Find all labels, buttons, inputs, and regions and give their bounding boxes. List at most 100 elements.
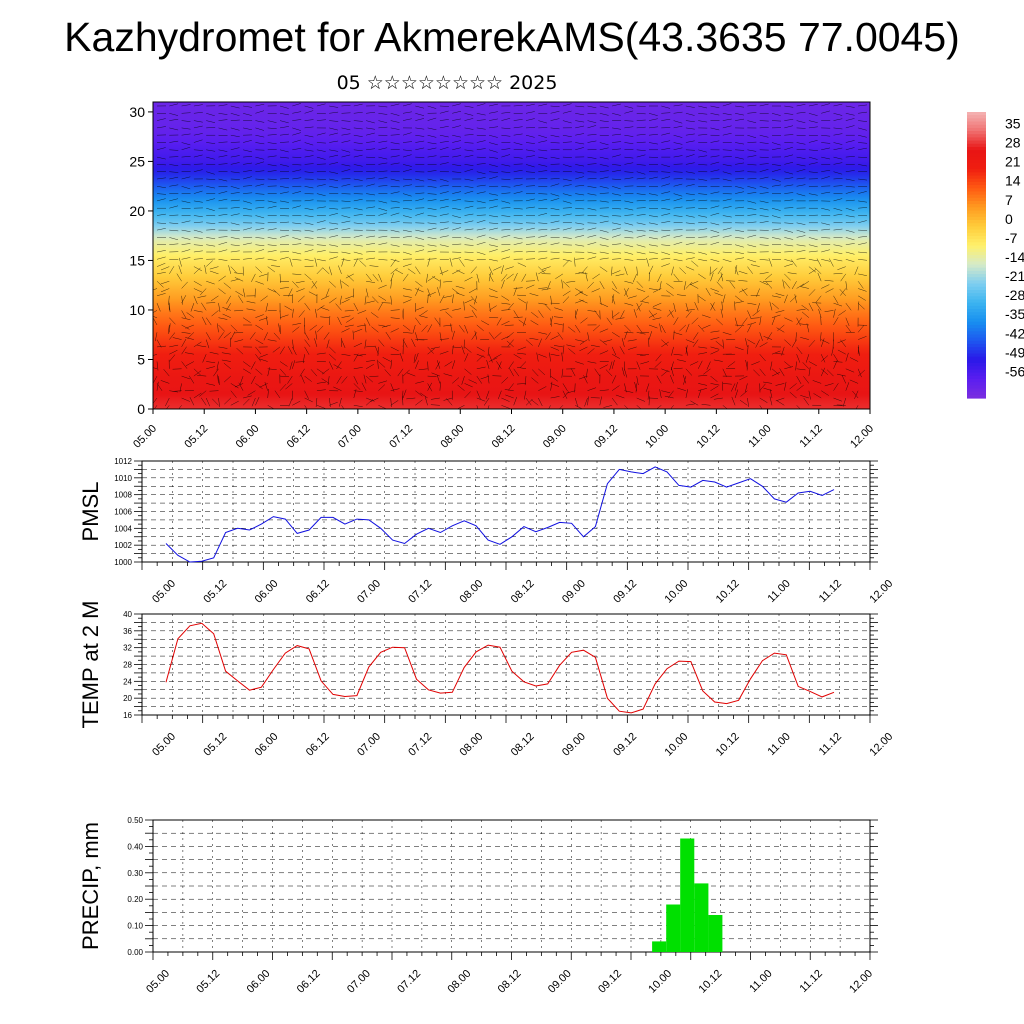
colorbar-segment bbox=[967, 293, 986, 297]
colorbar-segment bbox=[967, 204, 986, 208]
pmsl-x-tick-label: 08.00 bbox=[458, 578, 486, 606]
pmsl-y-tick-label: 1000 bbox=[114, 558, 132, 567]
colorbar-label: 28 bbox=[1005, 135, 1021, 151]
pmsl-x-tick-label: 11.00 bbox=[766, 578, 793, 605]
precip-x-tick-label: 07.12 bbox=[395, 968, 423, 996]
colorbar-segment bbox=[967, 375, 986, 380]
precip-bar bbox=[652, 941, 667, 952]
cross-section-field bbox=[153, 102, 870, 409]
colorbar-segment bbox=[967, 334, 986, 339]
colorbar-segment bbox=[967, 258, 986, 262]
colorbar-segment bbox=[967, 172, 986, 177]
colorbar-label: -21 bbox=[1005, 268, 1024, 284]
colorbar-segment bbox=[967, 270, 986, 275]
colorbar-segment bbox=[967, 115, 986, 119]
temp-x-tick-label: 09.12 bbox=[611, 731, 639, 759]
temp-y-tick-label: 20 bbox=[123, 694, 132, 703]
colorbar-segment bbox=[967, 369, 986, 374]
precip-y-tick-label: 0.40 bbox=[127, 842, 143, 851]
colorbar-segment bbox=[967, 261, 986, 266]
colorbar-segment bbox=[967, 181, 986, 186]
colorbar-segment bbox=[967, 210, 986, 215]
wind-barbs bbox=[153, 103, 868, 409]
precip-y-tick-label: 0.20 bbox=[127, 895, 143, 904]
colorbar-segment bbox=[967, 140, 986, 145]
precip-x-tick-label: 09.12 bbox=[596, 968, 624, 996]
colorbar-segment bbox=[967, 229, 986, 234]
pmsl-y-tick-label: 1004 bbox=[114, 524, 132, 533]
colorbar-segment bbox=[967, 318, 986, 323]
colorbar-segment bbox=[967, 188, 986, 193]
colorbar-segment bbox=[967, 372, 986, 377]
temp-y-tick-label: 36 bbox=[123, 627, 132, 636]
precip-y-tick-label: 0.10 bbox=[127, 922, 143, 931]
colorbar-segment bbox=[967, 309, 986, 313]
temp-series-line bbox=[165, 622, 835, 714]
colorbar-segment bbox=[967, 356, 986, 361]
pmsl-series-line bbox=[165, 466, 835, 563]
colorbar-segment bbox=[967, 321, 986, 326]
colorbar-label: -35 bbox=[1005, 306, 1024, 322]
colorbar-segment bbox=[967, 286, 986, 291]
pmsl-x-tick-label: 10.00 bbox=[662, 578, 690, 606]
colorbar-segment bbox=[967, 385, 986, 390]
colorbar-segment bbox=[967, 232, 986, 237]
cross-section-y-tick-label: 25 bbox=[129, 153, 145, 169]
colorbar-segment bbox=[967, 312, 986, 316]
precip-x-tick-label: 11.12 bbox=[798, 968, 825, 995]
colorbar-segment bbox=[967, 296, 986, 301]
pmsl-y-tick-label: 1008 bbox=[114, 491, 132, 500]
colorbar-segment bbox=[967, 197, 986, 202]
precip-x-tick-label: 10.00 bbox=[646, 968, 674, 996]
colorbar-segment bbox=[967, 251, 986, 256]
colorbar-segment bbox=[967, 324, 986, 329]
pmsl-x-tick-label: 07.00 bbox=[355, 578, 383, 606]
colorbar-segment bbox=[967, 153, 986, 158]
temp-x-tick-label: 06.00 bbox=[253, 731, 281, 759]
colorbar-segment bbox=[967, 220, 986, 224]
colorbar-segment bbox=[967, 223, 986, 227]
colorbar-segment bbox=[967, 302, 986, 307]
colorbar-segment bbox=[967, 162, 986, 167]
precip-y-tick-label: 0.50 bbox=[127, 816, 143, 825]
precip-bar bbox=[680, 838, 695, 952]
colorbar-segment bbox=[967, 143, 986, 148]
temp-y-tick-label: 16 bbox=[123, 711, 132, 720]
colorbar-segment bbox=[967, 169, 986, 173]
colorbar-segment bbox=[967, 191, 986, 196]
precip-x-tick-label: 05.00 bbox=[144, 968, 172, 996]
colorbar-segment bbox=[967, 178, 986, 183]
colorbar-segment bbox=[967, 137, 986, 142]
colorbar-segment bbox=[967, 359, 986, 364]
colorbar-segment bbox=[967, 255, 986, 259]
colorbar-segment bbox=[967, 264, 986, 269]
temp-x-tick-label: 08.00 bbox=[458, 731, 486, 759]
precip-y-tick-label: 0.00 bbox=[127, 948, 143, 957]
pmsl-x-tick-label: 11.12 bbox=[817, 578, 844, 605]
colorbar-label: -28 bbox=[1005, 287, 1024, 303]
temp-x-tick-label: 07.00 bbox=[355, 731, 383, 759]
colorbar-label: 14 bbox=[1005, 173, 1021, 189]
temp-x-tick-label: 08.12 bbox=[509, 731, 537, 759]
temp-x-tick-label: 05.00 bbox=[150, 731, 178, 759]
colorbar-segment bbox=[967, 112, 986, 116]
temp-x-tick-label: 07.12 bbox=[406, 731, 434, 759]
colorbar-segment bbox=[967, 280, 986, 285]
colorbar-segment bbox=[967, 394, 986, 399]
precip-x-tick-label: 11.00 bbox=[747, 968, 774, 995]
colorbar-segment bbox=[967, 159, 986, 164]
precip-x-tick-label: 06.00 bbox=[245, 968, 273, 996]
colorbar-segment bbox=[967, 131, 986, 135]
colorbar-segment bbox=[967, 382, 986, 386]
colorbar-segment bbox=[967, 150, 986, 154]
colorbar-label: -56 bbox=[1005, 363, 1024, 379]
colorbar-segment bbox=[967, 299, 986, 304]
colorbar-segment bbox=[967, 226, 986, 231]
temp-x-tick-label: 10.12 bbox=[714, 731, 742, 759]
cross-section-x-tick-label: 07.00 bbox=[336, 423, 364, 451]
colorbar-segment bbox=[967, 340, 986, 345]
colorbar-segment bbox=[967, 134, 986, 139]
colorbar-segment bbox=[967, 242, 986, 247]
precip-x-tick-label: 08.12 bbox=[496, 968, 524, 996]
